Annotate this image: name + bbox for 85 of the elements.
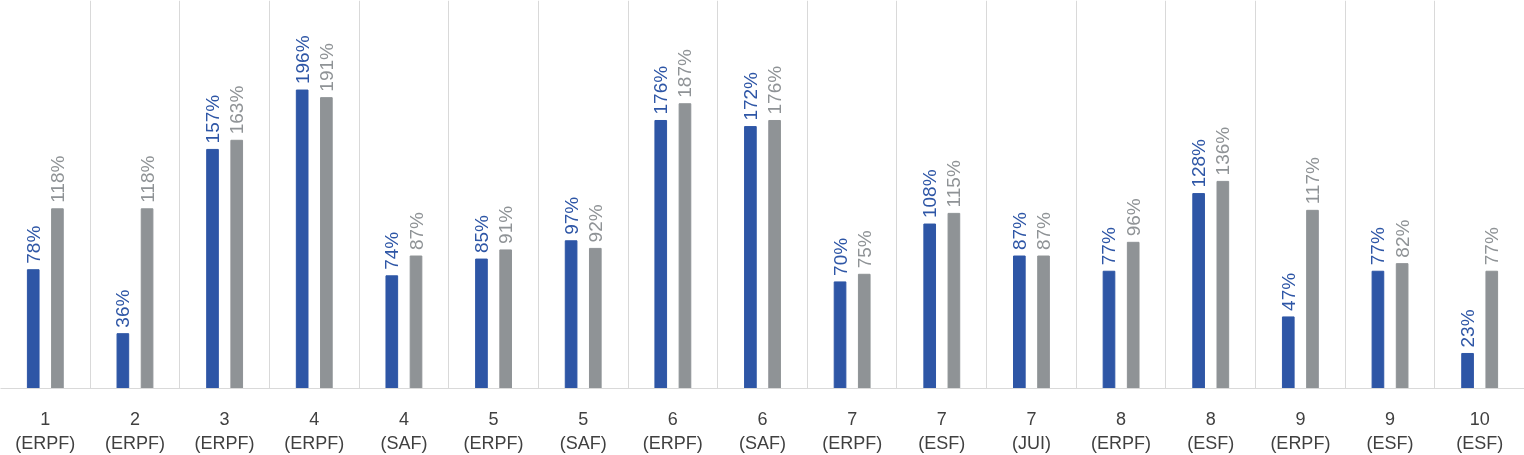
bar <box>768 119 781 389</box>
bar <box>1013 255 1026 389</box>
data-label: 163% <box>226 85 248 135</box>
data-label: 23% <box>1457 309 1479 348</box>
data-label: 108% <box>919 169 941 219</box>
data-label: 97% <box>560 196 582 235</box>
bar <box>588 247 602 389</box>
bar <box>409 255 423 389</box>
bar <box>26 269 40 389</box>
bar <box>320 97 333 389</box>
x-tick-label: 10 (ESF) <box>1456 408 1504 453</box>
bar <box>744 126 757 389</box>
bar <box>230 139 244 389</box>
x-tick-label: 6 (ERPF) <box>642 408 703 453</box>
x-tick-label: 7 (ESF) <box>918 408 966 453</box>
x-tick-label: 5 (ERPF) <box>463 408 524 453</box>
data-label: 70% <box>829 237 851 276</box>
x-tick-label: 6 (SAF) <box>739 408 786 453</box>
bar <box>1192 193 1205 389</box>
data-label: 157% <box>202 94 224 144</box>
bar <box>1485 270 1499 389</box>
x-tick-label: 7 (JUI) <box>1011 408 1051 453</box>
x-tick-label: 9 (ESF) <box>1366 408 1414 453</box>
data-label: 75% <box>853 230 875 269</box>
bar <box>1371 270 1385 389</box>
data-label: 87% <box>1008 211 1030 251</box>
x-tick-label: 9 (ERPF) <box>1270 408 1331 453</box>
bar <box>140 208 154 389</box>
data-label: 172% <box>739 71 761 121</box>
bar <box>1216 180 1230 389</box>
bar <box>947 212 961 389</box>
data-label: 77% <box>1098 227 1120 266</box>
bar <box>499 249 512 389</box>
data-label: 85% <box>470 214 492 254</box>
data-label: 128% <box>1188 138 1210 188</box>
data-label: 74% <box>381 231 403 270</box>
bar <box>857 273 871 389</box>
x-tick-label: 7 (ERPF) <box>822 408 883 453</box>
bar <box>833 281 847 389</box>
bar <box>1306 209 1319 389</box>
data-label: 117% <box>1301 157 1323 205</box>
bar <box>51 208 64 389</box>
bar <box>654 119 668 389</box>
data-label: 87% <box>1033 211 1055 251</box>
data-label: 196% <box>291 35 313 85</box>
data-label: 187% <box>674 49 696 98</box>
bar <box>1037 255 1050 389</box>
x-tick-label: 5 (SAF) <box>559 408 607 453</box>
data-label: 118% <box>136 155 158 203</box>
data-label: 77% <box>1367 227 1389 266</box>
bar <box>1126 241 1140 389</box>
data-label: 92% <box>584 204 606 243</box>
data-label: 96% <box>1122 198 1144 237</box>
bar <box>385 275 399 389</box>
data-label: 191% <box>315 42 337 92</box>
x-tick-label: 4 (SAF) <box>380 408 428 453</box>
bar <box>923 223 937 389</box>
x-tick-label: 8 (ESF) <box>1187 408 1235 453</box>
data-label: 36% <box>112 289 134 328</box>
data-label: 91% <box>495 205 517 244</box>
bar <box>1461 352 1474 389</box>
bar <box>1395 263 1409 389</box>
data-label: 47% <box>1277 272 1299 311</box>
bar <box>1102 270 1116 389</box>
bar <box>295 89 309 389</box>
data-label: 176% <box>764 65 786 115</box>
x-tick-label: 2 (ERPF) <box>104 408 165 453</box>
x-tick-label: 1 (ERPF) <box>15 408 76 453</box>
bar <box>116 333 130 389</box>
data-label: 87% <box>405 211 427 251</box>
data-label: 115% <box>943 160 965 208</box>
bar <box>564 240 578 389</box>
x-tick-label: 8 (ERPF) <box>1091 408 1152 453</box>
bar <box>1281 316 1295 389</box>
data-label: 82% <box>1391 219 1413 258</box>
data-label: 78% <box>22 225 44 264</box>
x-tick-label: 4 (ERPF) <box>284 408 345 453</box>
bar <box>678 103 692 389</box>
bar <box>206 148 219 389</box>
data-label: 118% <box>46 155 68 203</box>
data-label: 136% <box>1212 126 1234 176</box>
x-tick-label: 3 (ERPF) <box>194 408 255 453</box>
data-label: 77% <box>1481 227 1503 266</box>
data-label: 176% <box>650 65 672 115</box>
bar <box>475 258 488 389</box>
